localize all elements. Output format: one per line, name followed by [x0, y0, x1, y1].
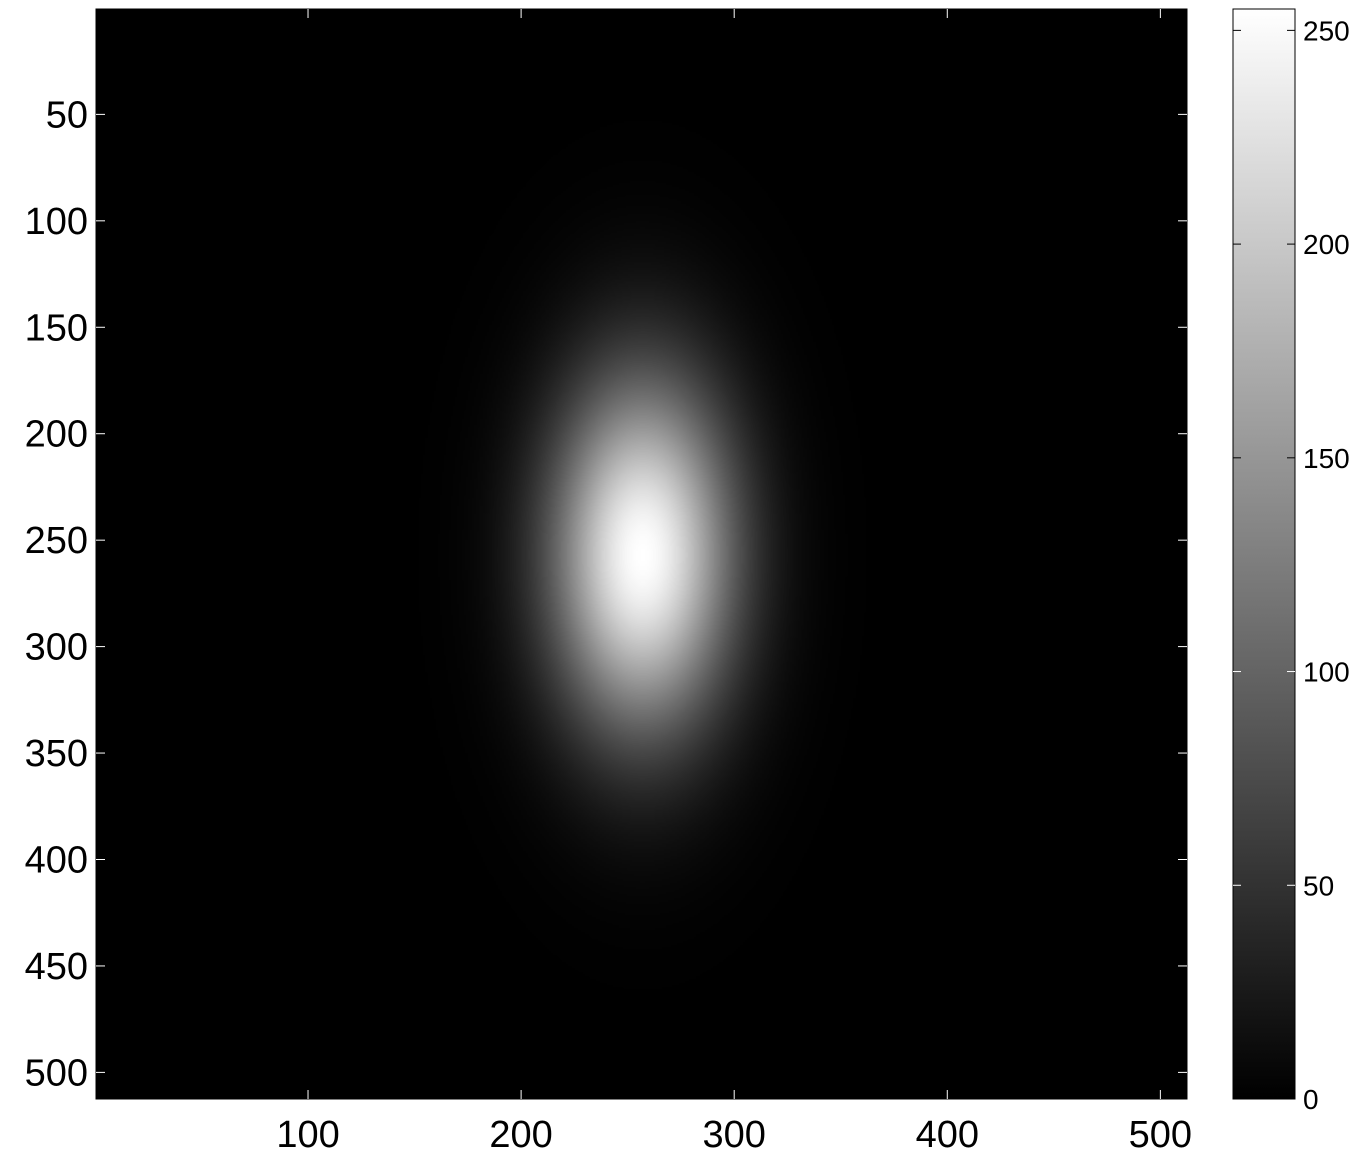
y-tick-label: 450 [25, 946, 88, 988]
y-axis-ticks: 50 100 150 200 250 300 350 400 450 500 [25, 94, 1187, 1094]
x-tick-label: 200 [489, 1114, 552, 1156]
heatmap-image [96, 9, 1187, 1099]
colorbar-ticks: 0 50 100 150 200 250 [1233, 15, 1350, 1115]
plot-frame [95, 8, 1188, 1100]
y-tick-label: 250 [25, 520, 88, 562]
colorbar-tick-label: 150 [1303, 443, 1350, 474]
colorbar-tick-label: 200 [1303, 229, 1350, 260]
y-tick-label: 200 [25, 414, 88, 456]
y-tick-label: 150 [25, 307, 88, 349]
x-tick-label: 100 [276, 1114, 339, 1156]
y-tick-label: 300 [25, 627, 88, 669]
colorbar-tick-label: 100 [1303, 657, 1350, 688]
y-tick-label: 350 [25, 733, 88, 775]
colorbar-gradient [1233, 9, 1295, 1099]
y-tick-label: 400 [25, 839, 88, 881]
x-tick-label: 400 [916, 1114, 979, 1156]
y-tick-label: 500 [25, 1052, 88, 1094]
colorbar-frame [1232, 8, 1296, 1100]
y-tick-label: 50 [46, 94, 88, 136]
colorbar-tick-label: 50 [1303, 870, 1334, 901]
x-tick-label: 500 [1129, 1114, 1192, 1156]
colorbar-tick-label: 250 [1303, 15, 1350, 46]
x-tick-label: 300 [702, 1114, 765, 1156]
colorbar-tick-label: 0 [1303, 1084, 1319, 1115]
y-tick-label: 100 [25, 201, 88, 243]
colorbar: 0 50 100 150 200 250 [1232, 8, 1350, 1115]
plot-area: 100 200 300 400 500 50 100 150 200 250 300 350 400 4… [25, 8, 1192, 1156]
x-axis-ticks: 100 200 300 400 500 [276, 9, 1192, 1156]
